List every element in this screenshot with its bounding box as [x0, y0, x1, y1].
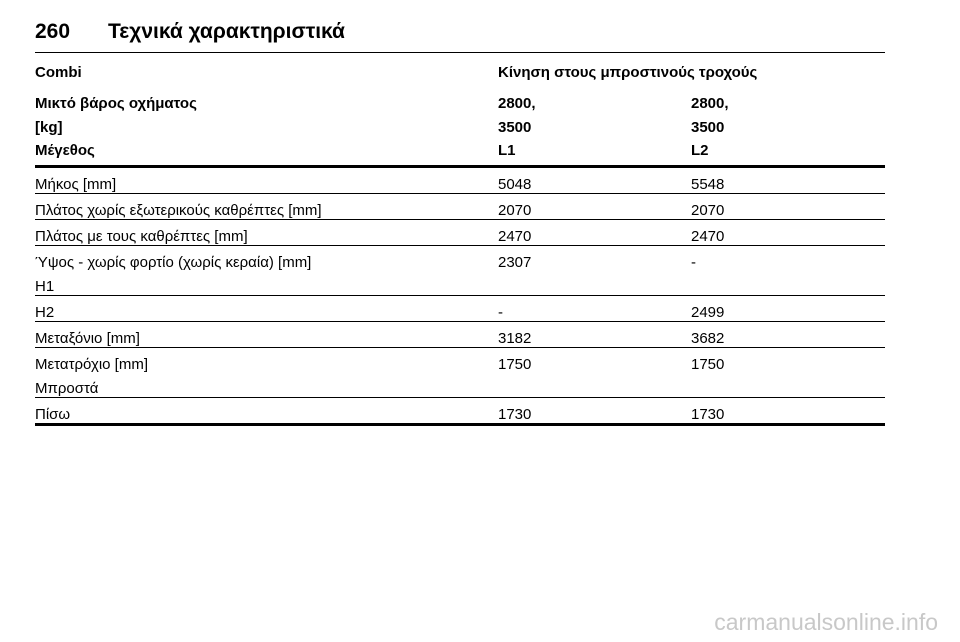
table-row: Πλάτος με τους καθρέπτες [mm] 2470 2470	[35, 220, 885, 246]
row-value-l2: 2070	[691, 202, 725, 219]
row-value-l1: 2070	[498, 202, 532, 219]
header-cell-variant: Combi	[35, 64, 82, 81]
table-row: Πίσω 1730 1730	[35, 398, 885, 426]
table-row: Μήκος [mm] 5048 5548	[35, 168, 885, 194]
row-value-l2: 2499	[691, 304, 725, 321]
page-title: Τεχνικά χαρακτηριστικά	[108, 20, 345, 43]
header-cell-drive: Κίνηση στους μπροστινούς τροχούς	[498, 64, 758, 81]
header-cell-weight-l2: 2800, 3500	[691, 95, 729, 136]
row-value-l2: 3682	[691, 330, 725, 347]
table-header-row: Combi Κίνηση στους μπροστινούς τροχούς	[35, 64, 885, 92]
row-value-l2: 1730	[691, 406, 725, 423]
row-label: Πλάτος με τους καθρέπτες [mm]	[35, 228, 248, 245]
row-label: Μεταξόνιο [mm]	[35, 330, 140, 347]
row-value-l2: 5548	[691, 176, 725, 193]
header-cell-size-l2: L2	[691, 142, 709, 159]
table-row: H2 - 2499	[35, 296, 885, 322]
row-value-l2: -	[691, 254, 696, 271]
table-row: Μετατρόχιο [mm] Μπροστά 1750 1750	[35, 348, 885, 398]
header-divider	[35, 165, 885, 168]
table-row: Ύψος - χωρίς φορτίο (χωρίς κεραία) [mm] …	[35, 246, 885, 296]
row-label: Πίσω	[35, 406, 71, 423]
header-cell-size-label: Μέγεθος	[35, 142, 95, 159]
row-value-l1: 1730	[498, 406, 532, 423]
watermark: carmanualsonline.info	[714, 609, 938, 635]
row-value-l2: 1750	[691, 356, 725, 373]
row-value-l1: 3182	[498, 330, 532, 347]
table-header-row: Μικτό βάρος οχήματος [kg] 2800, 3500 280…	[35, 92, 885, 142]
spec-table: Combi Κίνηση στους μπροστινούς τροχούς Μ…	[35, 64, 885, 426]
row-label: H2	[35, 304, 55, 321]
table-row: Πλάτος χωρίς εξωτερικούς καθρέπτες [mm] …	[35, 194, 885, 220]
row-label: Μήκος [mm]	[35, 176, 117, 193]
header-cell-size-l1: L1	[498, 142, 516, 159]
row-value-l2: 2470	[691, 228, 725, 245]
row-label: Μετατρόχιο [mm] Μπροστά	[35, 356, 149, 397]
table-header-row: Μέγεθος L1 L2	[35, 142, 885, 165]
row-value-l1: 2307	[498, 254, 532, 271]
row-value-l1: -	[498, 304, 503, 321]
header-cell-weight-label: Μικτό βάρος οχήματος [kg]	[35, 95, 197, 136]
header-cell-weight-l1: 2800, 3500	[498, 95, 536, 136]
page-header: 260 Τεχνικά χαρακτηριστικά	[35, 20, 885, 53]
row-label: Ύψος - χωρίς φορτίο (χωρίς κεραία) [mm] …	[35, 254, 312, 295]
row-value-l1: 5048	[498, 176, 532, 193]
row-value-l1: 2470	[498, 228, 532, 245]
page-number: 260	[35, 20, 71, 43]
row-value-l1: 1750	[498, 356, 532, 373]
row-label: Πλάτος χωρίς εξωτερικούς καθρέπτες [mm]	[35, 202, 322, 219]
table-row: Μεταξόνιο [mm] 3182 3682	[35, 322, 885, 348]
